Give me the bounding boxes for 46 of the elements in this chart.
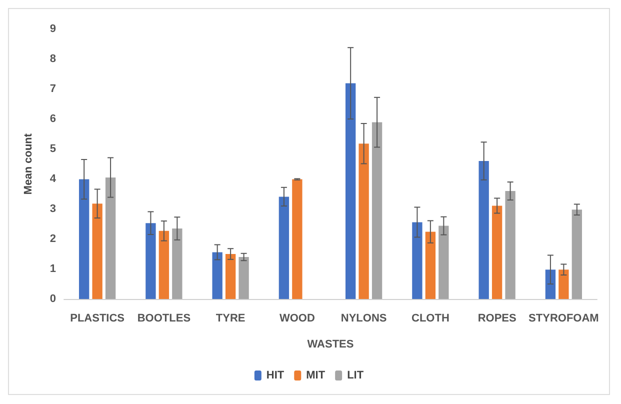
bar — [292, 179, 302, 299]
y-tick-label: 9 — [50, 23, 56, 35]
y-tick-label: 6 — [50, 113, 56, 125]
bar — [438, 226, 449, 299]
x-tick-label: TYRE — [216, 312, 246, 324]
y-tick-label: 5 — [50, 143, 56, 155]
x-tick-label: CLOTH — [411, 312, 450, 324]
y-axis-title: Mean count — [22, 133, 34, 195]
x-tick-label: BOOTLES — [137, 312, 191, 324]
x-tick-label: ROPES — [478, 312, 516, 324]
legend-label: HIT — [266, 370, 284, 382]
bar — [158, 230, 170, 299]
bar — [372, 122, 382, 299]
y-tick-label: 3 — [50, 203, 56, 215]
bar — [225, 254, 236, 299]
bar — [558, 270, 569, 299]
bar — [146, 223, 156, 299]
bar — [92, 204, 102, 299]
legend-label: MIT — [306, 370, 326, 382]
bar — [505, 191, 516, 299]
bar — [105, 178, 116, 299]
legend-label: LIT — [347, 370, 364, 382]
bar — [492, 206, 502, 299]
x-tick-label: NYLONS — [340, 312, 387, 324]
bar — [78, 179, 90, 299]
bar — [172, 228, 182, 299]
x-axis-title: WASTES — [307, 338, 354, 350]
bar — [545, 270, 556, 299]
bar — [238, 257, 249, 299]
bar — [478, 161, 489, 299]
y-tick-label: 1 — [50, 263, 56, 275]
bar — [425, 232, 436, 299]
bar — [212, 252, 222, 299]
bar — [358, 144, 369, 299]
bar — [572, 210, 582, 299]
y-tick-label: 0 — [50, 293, 56, 305]
bar — [345, 83, 356, 299]
x-tick-label: WOOD — [279, 312, 315, 324]
bar — [278, 196, 290, 299]
x-tick-label: STYROFOAM — [528, 312, 599, 324]
x-tick-label: PLASTICS — [70, 312, 125, 324]
y-tick-label: 2 — [50, 233, 56, 245]
y-tick-label: 8 — [50, 53, 56, 65]
bar — [412, 222, 422, 299]
y-tick-label: 7 — [50, 83, 56, 95]
y-tick-label: 4 — [50, 173, 57, 185]
